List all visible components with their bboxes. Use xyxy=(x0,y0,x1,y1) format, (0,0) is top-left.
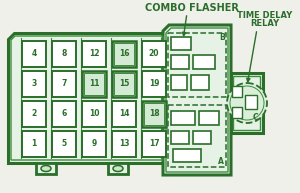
Bar xyxy=(52,131,76,157)
Text: 5: 5 xyxy=(61,140,67,148)
Bar xyxy=(232,107,242,118)
Text: 1: 1 xyxy=(32,140,37,148)
Bar xyxy=(144,103,164,125)
Text: 6: 6 xyxy=(61,109,67,119)
Text: 17: 17 xyxy=(149,140,159,148)
Bar xyxy=(142,101,166,127)
Text: 14: 14 xyxy=(119,109,129,119)
Text: 12: 12 xyxy=(89,49,99,58)
Text: COMBO FLASHER: COMBO FLASHER xyxy=(145,3,239,13)
Bar xyxy=(168,33,226,97)
Bar xyxy=(22,71,46,97)
Bar xyxy=(82,101,106,127)
Bar xyxy=(112,131,136,157)
Bar xyxy=(82,41,106,67)
Bar xyxy=(22,101,46,127)
Bar xyxy=(171,55,189,69)
Bar xyxy=(245,95,257,109)
Polygon shape xyxy=(8,33,166,163)
Bar xyxy=(171,75,187,90)
Text: RELAY: RELAY xyxy=(250,19,280,29)
Text: 4: 4 xyxy=(32,49,37,58)
Circle shape xyxy=(227,83,267,123)
Bar xyxy=(173,149,201,162)
Bar xyxy=(142,71,166,97)
Bar xyxy=(191,75,209,90)
Text: 8: 8 xyxy=(61,49,67,58)
Bar xyxy=(82,131,106,157)
Text: C: C xyxy=(252,113,258,122)
Text: 16: 16 xyxy=(119,49,129,58)
Bar xyxy=(22,41,46,67)
Bar xyxy=(193,131,211,144)
Bar xyxy=(114,43,134,65)
Bar xyxy=(22,131,46,157)
Bar xyxy=(171,131,189,144)
Bar xyxy=(82,71,106,97)
Text: 11: 11 xyxy=(89,80,99,89)
Bar xyxy=(112,41,136,67)
Ellipse shape xyxy=(41,165,51,172)
Bar xyxy=(112,71,136,97)
Bar xyxy=(199,111,219,125)
Bar xyxy=(52,41,76,67)
Text: 20: 20 xyxy=(149,49,159,58)
Bar xyxy=(193,55,215,69)
Bar xyxy=(168,105,226,167)
Bar xyxy=(171,37,191,50)
Bar xyxy=(52,101,76,127)
Text: 19: 19 xyxy=(149,80,159,89)
Bar xyxy=(142,41,166,67)
Text: B: B xyxy=(219,34,225,42)
Text: 15: 15 xyxy=(119,80,129,89)
Text: 9: 9 xyxy=(92,140,97,148)
Text: TIME DELAY: TIME DELAY xyxy=(237,10,292,19)
Text: 18: 18 xyxy=(149,109,159,119)
Polygon shape xyxy=(163,25,231,175)
Text: 13: 13 xyxy=(119,140,129,148)
Bar xyxy=(36,163,56,174)
Bar xyxy=(142,131,166,157)
Text: A: A xyxy=(218,157,224,167)
Bar xyxy=(114,73,134,95)
Bar xyxy=(112,101,136,127)
Text: 3: 3 xyxy=(32,80,37,89)
Text: 10: 10 xyxy=(89,109,99,119)
Ellipse shape xyxy=(113,165,123,172)
Bar xyxy=(108,163,128,174)
Bar xyxy=(171,111,195,125)
Text: 7: 7 xyxy=(61,80,67,89)
Text: 2: 2 xyxy=(32,109,37,119)
Polygon shape xyxy=(231,73,263,133)
Bar xyxy=(232,86,242,97)
Bar xyxy=(52,71,76,97)
Bar xyxy=(84,73,104,95)
